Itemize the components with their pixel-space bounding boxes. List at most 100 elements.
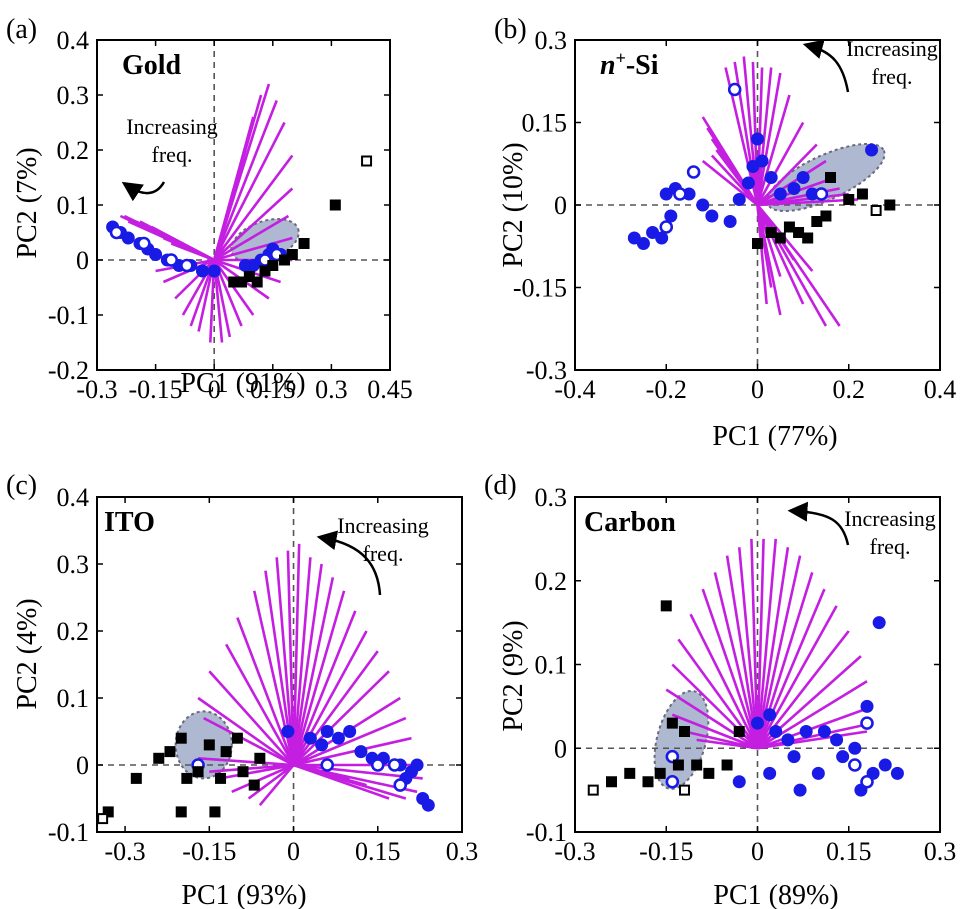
y-tick-label: 0.1 [57, 191, 90, 220]
data-point-filled-square [672, 759, 684, 771]
data-point-filled-square [231, 732, 243, 744]
data-point-filled-square [774, 232, 786, 244]
x-tick-label: -0.3 [104, 837, 145, 866]
data-point-filled-circle [751, 132, 764, 146]
x-tick-label: 0.3 [446, 837, 479, 866]
data-point-filled-square [192, 766, 204, 778]
data-point-filled-square [606, 776, 617, 788]
data-point-filled-circle [878, 758, 892, 772]
frequency-arrow [802, 39, 850, 93]
data-point-filled-circle [836, 750, 850, 764]
data-point-filled-circle [769, 725, 783, 738]
data-point-filled-circle [303, 731, 317, 745]
panel-d-carbon: -0.3 -0.15 0 0.15 0.3 -0.1 0 0.1 0.2 0.3 (d) Carbon… [484, 470, 956, 909]
loading-line [258, 764, 295, 807]
annotation-line-2: freq. [870, 534, 911, 559]
loading-line [247, 763, 295, 800]
data-point-filled-circle [799, 725, 813, 738]
data-point-filled-square [254, 752, 266, 764]
annotation-line-2: freq. [152, 142, 193, 167]
data-point-filled-square [765, 227, 777, 238]
y-tick-label: -0.1 [48, 818, 89, 847]
loading-line [292, 630, 368, 766]
loading-line [292, 577, 335, 766]
loading-line [225, 643, 295, 766]
data-point-open-circle [848, 758, 862, 772]
panel-a-gold: -0.3 -0.15 0 0.15 0.3 0.45 -0.2 -0.1 0 0.1 0.2 0.3 0… [6, 14, 413, 404]
data-point-filled-square [703, 767, 715, 779]
loading-line [665, 688, 759, 750]
loading-line [756, 204, 828, 327]
annotation-line-1: Increasing [126, 114, 218, 139]
y-axis-label: PC2 (10%) [498, 142, 529, 267]
y-tick-label: -0.1 [526, 818, 567, 847]
loading-line [292, 563, 323, 766]
data-point-filled-circle [732, 193, 746, 206]
data-point-open-circle [665, 749, 680, 764]
panel-c-ito: -0.3 -0.15 0 0.15 0.3 -0.1 0 0.1 0.2 0.3 0.4 (c) ITO… [6, 470, 478, 909]
data-point-filled-square [102, 806, 114, 818]
panel-label: (b) [494, 14, 527, 45]
data-point-filled-square [286, 249, 298, 260]
loading-line [292, 543, 301, 766]
data-point-filled-square [825, 172, 836, 183]
x-axis-label: PC1 (77%) [712, 421, 837, 452]
y-tick-label: 0.3 [57, 81, 90, 110]
loading-line [757, 705, 874, 750]
panel-label: (c) [6, 470, 37, 501]
data-point-open-circle [727, 82, 742, 97]
loading-line [209, 763, 294, 773]
data-point-filled-circle [320, 725, 334, 738]
data-point-filled-square [243, 271, 255, 282]
panel-title: Carbon [584, 507, 676, 538]
loading-line [236, 617, 295, 766]
data-point-open-circle [109, 225, 124, 240]
annotation-line-1: Increasing [846, 36, 938, 61]
data-point-filled-square [856, 188, 868, 200]
panel-title: ITO [104, 507, 155, 538]
loading-line [213, 121, 286, 261]
loading-line [671, 713, 758, 750]
x-tick-label: 0.4 [924, 375, 957, 404]
y-tick-label: 0.2 [57, 136, 90, 165]
loading-line [737, 547, 759, 749]
loading-line [756, 143, 818, 206]
loading-line [213, 214, 290, 262]
x-tick-label: -0.4 [554, 375, 595, 404]
y-tick-label: 0 [554, 191, 567, 220]
loading-line [756, 538, 778, 749]
loading-line [756, 72, 782, 206]
data-point-filled-circle [787, 750, 801, 764]
x-tick-label: 0.3 [315, 375, 348, 404]
loading-line [756, 538, 765, 749]
data-point-filled-square [259, 265, 271, 277]
data-point-filled-circle [149, 248, 163, 261]
data-point-open-circle [320, 758, 335, 772]
frequency-arrow [787, 501, 850, 546]
loading-line [742, 56, 759, 206]
loading-line [293, 736, 412, 767]
data-point-filled-square [642, 776, 654, 788]
data-point-filled-square [843, 194, 855, 205]
panel-label: (d) [484, 470, 517, 501]
data-point-filled-square [793, 227, 805, 238]
data-point-filled-circle [751, 716, 764, 730]
data-point-filled-square [251, 276, 263, 288]
data-point-filled-circle [865, 143, 879, 157]
data-point-filled-circle [410, 758, 424, 772]
x-tick-label: 0.3 [924, 837, 957, 866]
data-point-filled-square [783, 221, 795, 233]
data-point-filled-square [237, 766, 249, 778]
data-point-filled-circle [773, 187, 787, 201]
annotation-line-1: Increasing [337, 513, 429, 538]
data-point-open-square [679, 784, 690, 796]
data-point-filled-circle [723, 215, 737, 228]
data-point-filled-square [884, 199, 896, 211]
loading-line [756, 121, 805, 206]
loading-line [756, 605, 838, 749]
data-point-filled-square [215, 772, 227, 784]
data-point-filled-square [228, 276, 240, 288]
x-axis-label: PC1 (93%) [181, 880, 306, 909]
frequency-arrow [121, 181, 166, 202]
loading-line [756, 204, 782, 277]
